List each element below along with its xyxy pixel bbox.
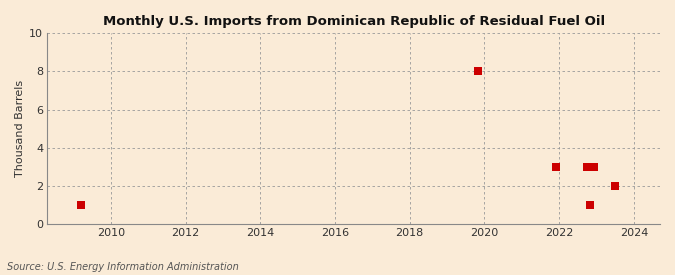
Point bbox=[588, 164, 599, 169]
Point bbox=[551, 164, 562, 169]
Point bbox=[585, 203, 595, 207]
Point bbox=[582, 164, 593, 169]
Y-axis label: Thousand Barrels: Thousand Barrels bbox=[15, 80, 25, 177]
Point bbox=[610, 183, 620, 188]
Point bbox=[472, 69, 483, 74]
Text: Source: U.S. Energy Information Administration: Source: U.S. Energy Information Administ… bbox=[7, 262, 238, 272]
Title: Monthly U.S. Imports from Dominican Republic of Residual Fuel Oil: Monthly U.S. Imports from Dominican Repu… bbox=[103, 15, 605, 28]
Point bbox=[76, 203, 86, 207]
